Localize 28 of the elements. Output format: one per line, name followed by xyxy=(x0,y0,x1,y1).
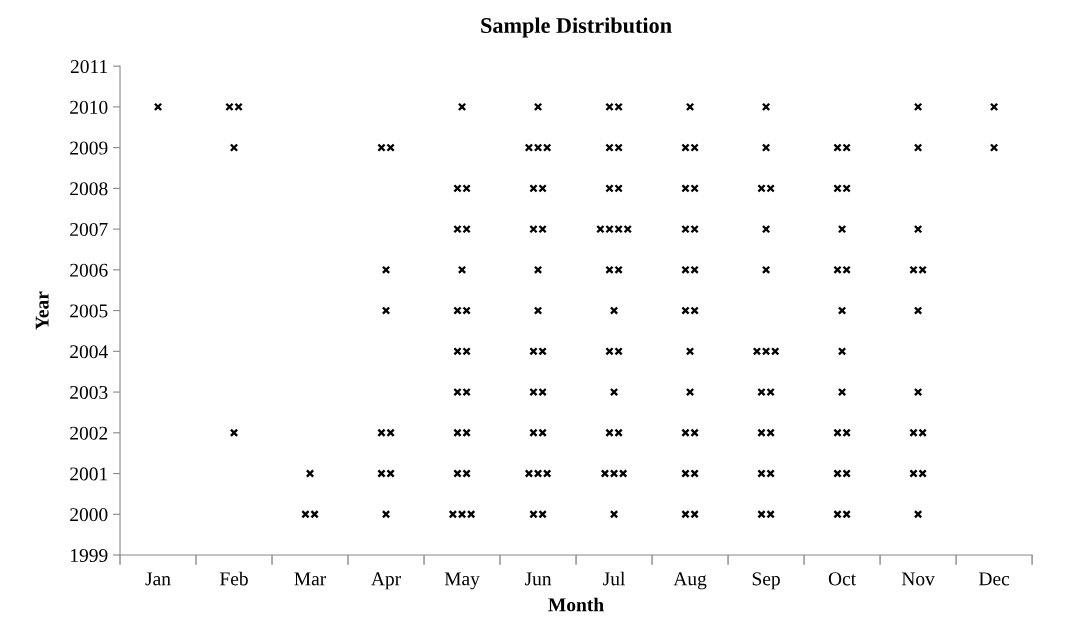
y-tick-label: 2008 xyxy=(70,182,108,196)
x-tick-label: Apr xyxy=(371,572,401,590)
chart-title: Sample Distribution xyxy=(481,17,672,38)
y-axis-title: Year xyxy=(35,291,49,330)
x-tick-label: Jan xyxy=(145,572,171,586)
x-tick-label: Nov xyxy=(901,572,935,586)
y-tick-label: 2000 xyxy=(70,508,108,522)
y-tick-label: 2009 xyxy=(70,141,108,155)
x-tick-label: Feb xyxy=(220,571,248,586)
y-tick-label: 2010 xyxy=(70,100,108,114)
y-tick-label: 2002 xyxy=(70,426,108,440)
x-tick-label: May xyxy=(444,572,480,590)
y-tick-label: 2006 xyxy=(70,263,108,277)
y-tick-label: 2007 xyxy=(70,222,108,237)
y-tick-label: 2005 xyxy=(70,304,108,318)
y-tick-label: 2011 xyxy=(70,59,108,74)
x-tick-label: Jun xyxy=(524,572,552,586)
x-tick-label: Dec xyxy=(978,572,1010,586)
x-tick-label: Aug xyxy=(673,572,707,590)
y-tick-label: 1999 xyxy=(71,548,108,562)
x-tick-label: Mar xyxy=(294,572,327,586)
x-tick-label: Sep xyxy=(752,572,780,590)
y-tick-label: 2004 xyxy=(70,345,108,359)
x-tick-label: Oct xyxy=(828,572,856,586)
x-axis-title: Month xyxy=(548,597,604,612)
x-tick-label: Jul xyxy=(603,571,626,586)
y-tick-label: 2003 xyxy=(70,385,108,400)
y-tick-label: 2001 xyxy=(70,467,108,481)
